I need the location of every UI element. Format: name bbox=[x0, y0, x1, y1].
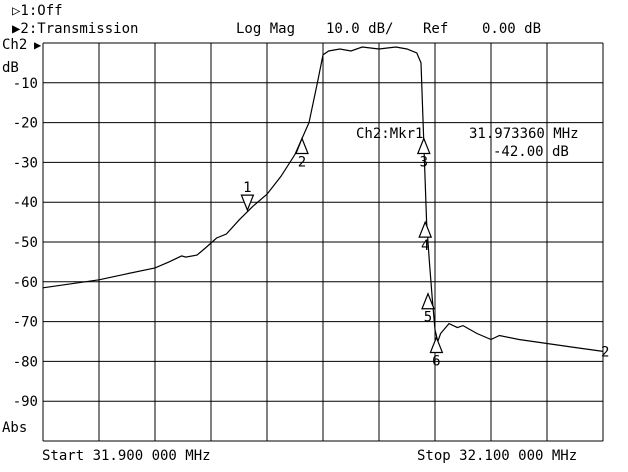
trace-end-label: 2 bbox=[601, 344, 609, 360]
y-tick-label: -90 bbox=[13, 394, 38, 410]
channel2-status: ▶2:Transmission bbox=[12, 21, 139, 37]
transmission-trace bbox=[42, 46, 604, 352]
marker-readout-frequency: 31.973360 MHz bbox=[469, 126, 579, 142]
marker-4-label: 4 bbox=[421, 238, 429, 254]
ref-label: Ref bbox=[423, 21, 449, 37]
marker-6-label: 6 bbox=[432, 354, 440, 370]
y-tick-label: -20 bbox=[13, 116, 38, 132]
marker-layer: 1 2 3 4 5 6 bbox=[240, 136, 444, 370]
marker-2-label: 2 bbox=[298, 155, 306, 171]
start-frequency: Start 31.900 000 MHz bbox=[42, 448, 211, 464]
format-label: Log Mag bbox=[236, 21, 296, 37]
stop-frequency: Stop 32.100 000 MHz bbox=[417, 448, 578, 464]
y-tick-label: -30 bbox=[13, 155, 38, 171]
y-unit-label: dB bbox=[2, 60, 19, 76]
ref-value: 0.00 dB bbox=[482, 21, 542, 37]
marker-5-label: 5 bbox=[424, 310, 432, 326]
y-axis-tick-labels: -10 -20 -30 -40 -50 -60 -70 -80 -90 bbox=[13, 76, 38, 410]
marker-3-label: 3 bbox=[420, 155, 428, 171]
marker-5-triangle-icon bbox=[421, 292, 435, 310]
y-tick-label: -80 bbox=[13, 354, 38, 370]
channel1-status: ▷1:Off bbox=[12, 3, 63, 19]
marker-4-triangle-icon bbox=[418, 220, 433, 238]
graticule bbox=[42, 42, 604, 442]
y-tick-label: -60 bbox=[13, 275, 38, 291]
scale-label: 10.0 dB/ bbox=[326, 21, 394, 37]
abs-label: Abs bbox=[2, 420, 28, 436]
y-tick-label: -70 bbox=[13, 315, 38, 331]
y-tick-label: -10 bbox=[13, 76, 38, 92]
y-tick-label: -40 bbox=[13, 195, 38, 211]
active-channel-pointer-icon: ▶ bbox=[34, 38, 42, 52]
marker-6-triangle-icon bbox=[429, 335, 444, 354]
y-tick-label: -50 bbox=[13, 235, 38, 251]
marker-1-triangle-icon bbox=[240, 194, 255, 212]
marker-2-triangle-icon bbox=[295, 136, 309, 155]
marker-3-triangle-icon bbox=[416, 136, 431, 155]
channel-label: Ch2 bbox=[2, 37, 28, 53]
marker-readout-value: -42.00 dB bbox=[493, 144, 569, 160]
marker-1-label: 1 bbox=[243, 180, 251, 196]
marker-readout-label: Ch2:Mkr1 bbox=[356, 126, 424, 142]
